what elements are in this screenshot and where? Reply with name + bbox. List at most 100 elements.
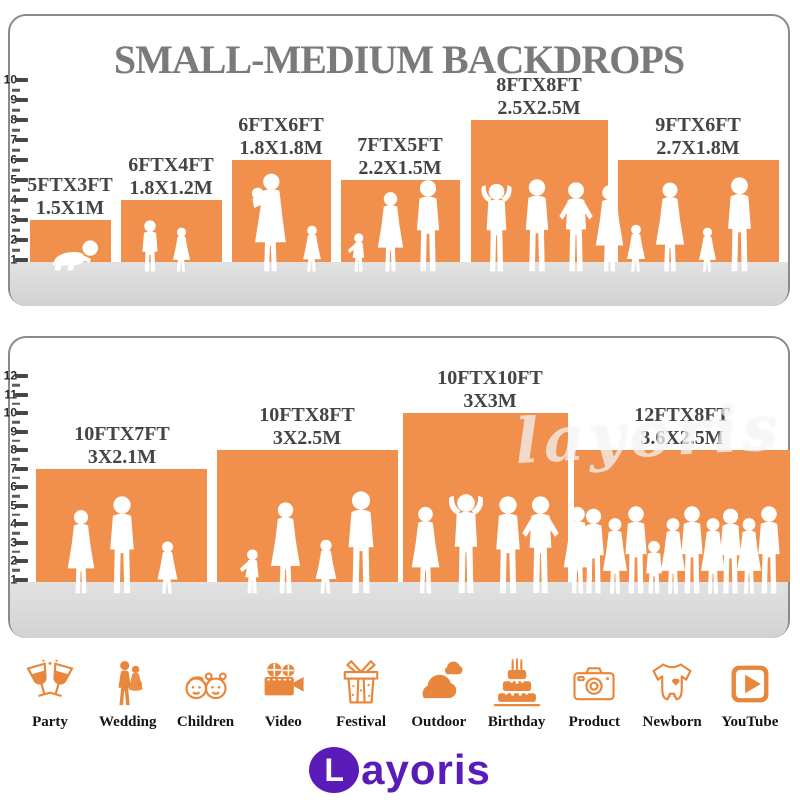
ruler-number: 10	[3, 72, 17, 87]
backdrop-rect-10x8	[217, 450, 398, 582]
ruler-major-tick	[15, 98, 28, 102]
ruler-number: 2	[10, 232, 17, 247]
backdrop-size-ft: 5FTX3FT	[27, 174, 113, 196]
backdrop-size-m: 2.2X1.5M	[358, 157, 442, 179]
children-icon	[184, 672, 227, 700]
ruler-minor-tick	[12, 550, 20, 553]
ruler-major-tick	[15, 485, 28, 489]
ruler-number: 9	[10, 424, 17, 439]
backdrop-label: 5FTX3FT 1.5X1M	[0, 174, 150, 220]
category-birthday: Birthday	[481, 658, 553, 731]
ruler-number: 7	[10, 132, 17, 147]
category-children: Children	[170, 658, 242, 731]
backdrop-size-m: 2.5X2.5M	[497, 97, 581, 119]
ruler-minor-tick	[12, 248, 20, 252]
watermark: layoris	[513, 391, 784, 478]
backdrop-rect-8x8	[471, 120, 608, 262]
ruler-minor-tick	[12, 148, 20, 152]
ruler-number: 11	[4, 387, 17, 402]
backdrop-label: 6FTX6FT 1.8X1.8M	[201, 114, 361, 160]
ruler-top: 10 9 8 7 6 5 4 3 2 1	[0, 16, 34, 304]
ruler-number: 6	[10, 479, 17, 494]
wedding-icon	[118, 661, 143, 706]
ruler-minor-tick	[12, 208, 20, 212]
ruler-major-tick	[15, 258, 28, 262]
ruler-number: 2	[10, 553, 17, 568]
backdrop-size-ft: 6FTX6FT	[238, 114, 324, 136]
ground-strip	[10, 582, 788, 638]
ruler-major-tick	[15, 118, 28, 122]
category-video: Video	[247, 658, 319, 731]
ruler-major-tick	[15, 411, 28, 415]
backdrop-label: 6FTX4FT 1.8X1.2M	[91, 154, 251, 200]
ruler-major-tick	[15, 577, 28, 582]
category-label: Children	[176, 714, 235, 730]
backdrop-label: 10FTX7FT 3X2.1M	[37, 423, 207, 469]
ruler-number: 9	[10, 92, 17, 107]
ruler-major-tick	[15, 466, 28, 471]
page-title: SMALL-MEDIUM BACKDROPS	[113, 37, 685, 82]
ruler-major-tick	[15, 374, 28, 378]
backdrop-label: 10FTX10FT 3X3M	[405, 367, 575, 413]
category-label: Wedding	[99, 714, 157, 730]
backdrop-size-m: 3.6X2.5M	[640, 427, 724, 449]
ruler-major-tick	[15, 198, 28, 202]
ruler-number: 8	[10, 112, 17, 127]
category-festival: Festival	[325, 658, 397, 731]
backdrop-size-ft: 12FTX8FT	[634, 404, 730, 426]
ruler-major-tick	[15, 392, 28, 397]
backdrop-size-ft: 7FTX5FT	[357, 134, 443, 156]
ruler-major-tick	[15, 158, 28, 162]
backdrop-label: 12FTX8FT 3.6X2.5M	[597, 404, 767, 450]
backdrop-size-ft: 10FTX10FT	[437, 367, 543, 389]
ruler-number: 7	[10, 461, 17, 476]
ruler-minor-tick	[12, 128, 20, 132]
backdrop-size-m: 1.8X1.2M	[129, 177, 213, 199]
panel-medium-large-bottom: 12 11 10 9 8 7 6 5 4 3 2 1 10FTX7FT 3X2.1M 10FTX8FT…	[4, 336, 790, 638]
backdrop-label: 7FTX5FT 2.2X1.5M	[320, 134, 480, 180]
ruler-minor-tick	[12, 421, 20, 424]
ruler-minor-tick	[12, 476, 20, 479]
category-newborn: Newborn	[636, 658, 708, 731]
ruler-bottom: 12 11 10 9 8 7 6 5 4 3 2 1	[0, 338, 34, 636]
backdrop-rect-5x3	[30, 220, 111, 262]
ruler-minor-tick	[12, 402, 20, 405]
ruler-major-tick	[15, 178, 28, 182]
ruler-major-tick	[15, 448, 28, 452]
logo-wordmark: ayoris	[361, 746, 491, 793]
ruler-minor-tick	[12, 458, 20, 461]
backdrop-size-ft: 6FTX4FT	[128, 154, 214, 176]
category-wedding: Wedding	[92, 658, 164, 731]
ruler-major-tick	[15, 78, 28, 82]
ruler-minor-tick	[12, 495, 20, 498]
youtube-icon	[731, 665, 769, 703]
backdrop-size-m: 3X3M	[463, 390, 517, 412]
ruler-major-tick	[15, 218, 28, 222]
ruler-major-tick	[15, 429, 28, 434]
ruler-minor-tick	[12, 108, 20, 112]
ruler-minor-tick	[12, 168, 20, 172]
category-label: Festival	[336, 714, 387, 730]
category-label: YouTube	[721, 714, 779, 730]
category-outdoor: Outdoor	[403, 658, 475, 731]
backdrop-size-m: 3X2.1M	[87, 446, 157, 468]
category-youtube: YouTube	[714, 658, 786, 731]
ruler-major-tick	[15, 522, 28, 526]
category-row: Party Wedding	[0, 658, 800, 731]
party-icon	[26, 659, 74, 697]
ruler-number: 3	[10, 535, 17, 550]
ruler-number: 3	[10, 212, 17, 227]
ruler-major-tick	[15, 559, 28, 563]
ground-strip	[10, 262, 788, 306]
ruler-major-tick	[15, 138, 28, 142]
ruler-minor-tick	[12, 88, 20, 92]
backdrop-label: 8FTX8FT 2.5X2.5M	[459, 74, 619, 120]
ruler-number: 1	[10, 572, 17, 587]
video-icon	[264, 662, 304, 696]
category-party: Party	[14, 658, 86, 731]
backdrop-size-ft: 8FTX8FT	[496, 74, 582, 96]
panel-small-medium-top: SMALL-MEDIUM BACKDROPS 10 9 8 7 6 5 4 3 2 1 5FTX3…	[4, 14, 790, 306]
product-icon	[573, 667, 615, 701]
category-label: Product	[568, 714, 621, 730]
backdrop-rect-7x5	[341, 180, 460, 262]
